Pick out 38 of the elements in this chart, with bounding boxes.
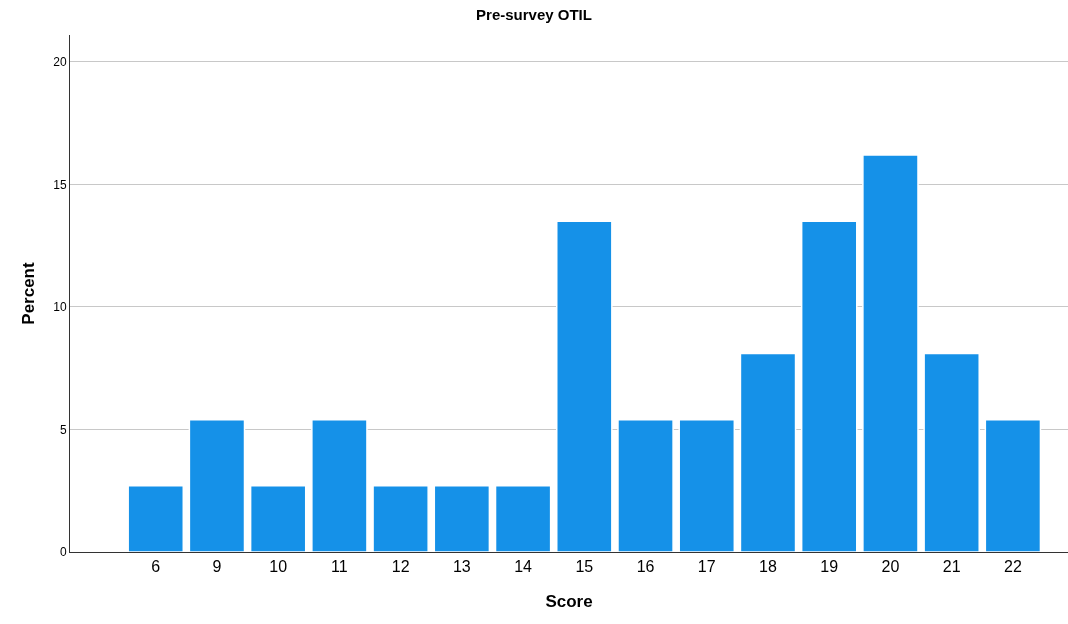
bar [617, 418, 674, 552]
x-tick-label: 21 [942, 558, 961, 576]
bar [556, 220, 613, 552]
x-axis-title: Score [545, 591, 593, 611]
y-axis-title: Percent [18, 261, 38, 325]
x-tick-label: 18 [759, 558, 777, 576]
y-tick-label: 10 [53, 300, 67, 315]
bar [984, 418, 1042, 552]
x-tick-label: 15 [575, 558, 594, 576]
x-tick-label: 22 [1004, 558, 1022, 576]
bar [678, 418, 736, 552]
x-tick-label: 9 [212, 558, 222, 576]
x-tick-label: 20 [881, 558, 900, 576]
x-tick-label: 11 [331, 558, 348, 576]
x-tick-label: 10 [269, 558, 288, 576]
x-tick-label: 6 [151, 558, 161, 576]
bar [923, 352, 980, 552]
x-tick-label: 17 [697, 558, 716, 576]
bar [249, 485, 307, 552]
y-tick-label: 15 [53, 177, 67, 192]
y-tick-label: 5 [59, 422, 67, 437]
x-tick-label: 13 [452, 558, 471, 576]
x-tick-label: 16 [636, 558, 655, 576]
chart-title: Pre-survey OTIL [476, 5, 592, 23]
bar [739, 352, 797, 552]
bar [188, 418, 246, 552]
bar [127, 485, 185, 552]
bar [862, 154, 919, 552]
x-tick-label: 12 [391, 558, 410, 576]
bar [433, 485, 491, 552]
bar [311, 418, 368, 552]
y-tick-label: 0 [59, 545, 67, 560]
bar [800, 220, 858, 552]
y-tick-label: 20 [53, 55, 67, 70]
x-tick-label: 19 [820, 558, 839, 576]
bar [372, 485, 429, 552]
x-tick-label: 14 [514, 558, 533, 576]
bar [494, 485, 552, 552]
